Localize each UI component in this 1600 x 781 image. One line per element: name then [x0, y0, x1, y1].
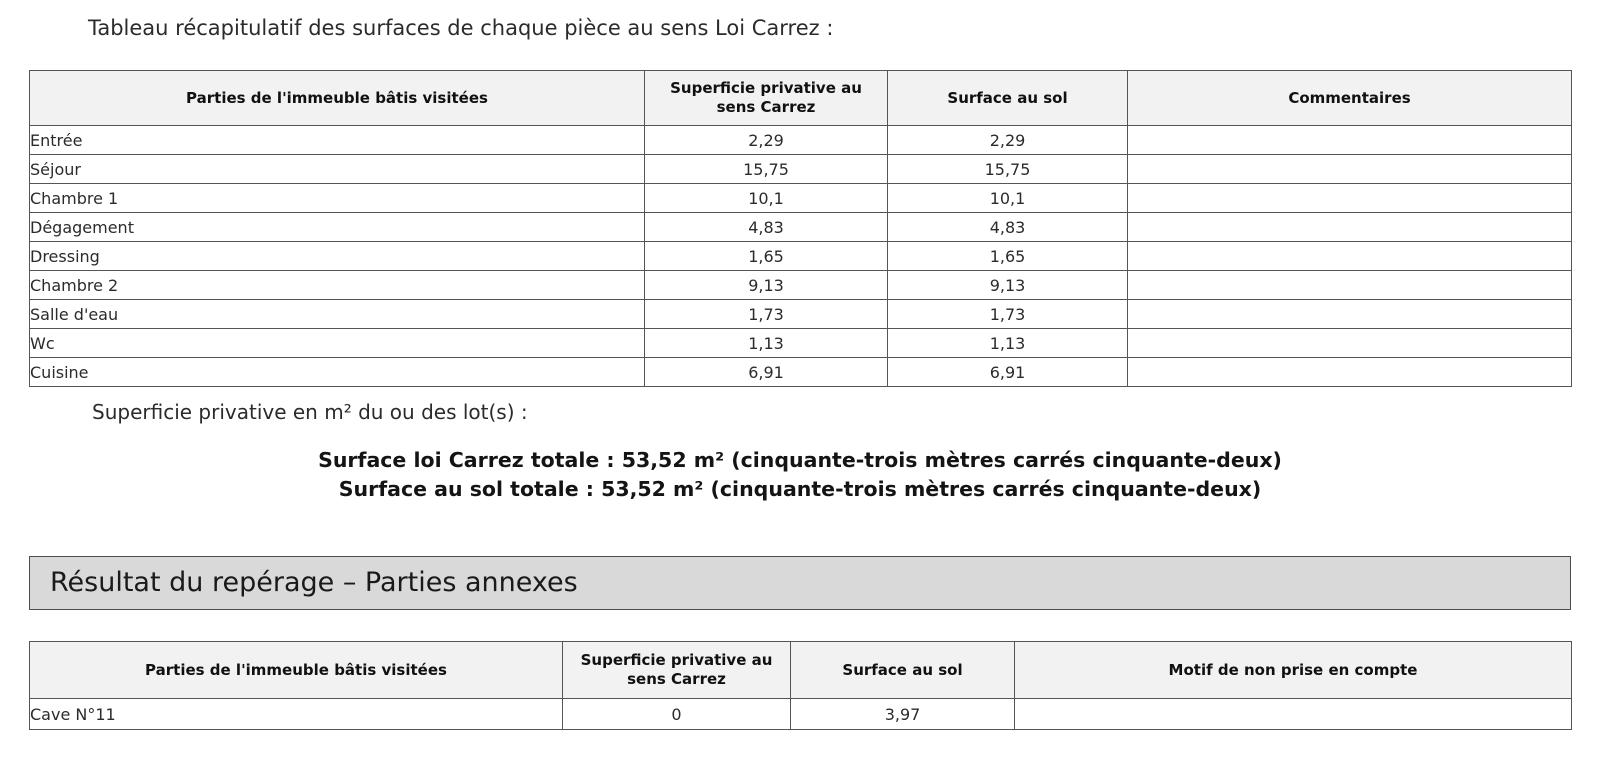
cell-room-name: Chambre 1: [29, 183, 645, 213]
total-sol-line: Surface au sol totale : 53,52 m² (cinqua…: [338, 477, 1262, 501]
cell-surface-sol: 1,73: [887, 299, 1128, 329]
cell-room-name: Chambre 2: [29, 270, 645, 300]
table-row: Wc 1,13 1,13: [29, 328, 1572, 358]
cell-surface-sol: 9,13: [887, 270, 1128, 300]
table-row: Cuisine 6,91 6,91: [29, 357, 1572, 387]
table-row: Entrée 2,29 2,29: [29, 125, 1572, 155]
cell-superficie-carrez: 10,1: [644, 183, 888, 213]
annexes-header-row: Parties de l'immeuble bâtis visitées Sup…: [29, 641, 1572, 699]
cell-annexe-name: Cave N°11: [29, 698, 563, 730]
annexes-col-header-motif: Motif de non prise en compte: [1014, 641, 1572, 699]
col-header-commentaires: Commentaires: [1127, 70, 1572, 126]
cell-superficie-carrez: 1,65: [644, 241, 888, 271]
cell-annexe-motif: [1014, 698, 1572, 730]
cell-commentaire: [1127, 299, 1572, 329]
cell-surface-sol: 4,83: [887, 212, 1128, 242]
table-row: Chambre 1 10,1 10,1: [29, 183, 1572, 213]
surfaces-table-head: Parties de l'immeuble bâtis visitées Sup…: [29, 70, 1572, 126]
col-header-parties: Parties de l'immeuble bâtis visitées: [29, 70, 645, 126]
cell-surface-sol: 6,91: [887, 357, 1128, 387]
table-row: Séjour 15,75 15,75: [29, 154, 1572, 184]
cell-commentaire: [1127, 125, 1572, 155]
cell-room-name: Cuisine: [29, 357, 645, 387]
cell-room-name: Dégagement: [29, 212, 645, 242]
cell-commentaire: [1127, 212, 1572, 242]
cell-room-name: Dressing: [29, 241, 645, 271]
annexes-col-header-parties: Parties de l'immeuble bâtis visitées: [29, 641, 563, 699]
cell-commentaire: [1127, 154, 1572, 184]
col-header-superficie-carrez: Superficie privative au sens Carrez: [644, 70, 888, 126]
annexes-col-header-superficie-carrez: Superficie privative au sens Carrez: [562, 641, 791, 699]
table-row: Salle d'eau 1,73 1,73: [29, 299, 1572, 329]
cell-surface-sol: 1,65: [887, 241, 1128, 271]
total-carrez-line: Surface loi Carrez totale : 53,52 m² (ci…: [318, 448, 1282, 472]
cell-superficie-carrez: 6,91: [644, 357, 888, 387]
col-header-surface-sol: Surface au sol: [887, 70, 1128, 126]
annexes-col-header-surface-sol: Surface au sol: [790, 641, 1015, 699]
annexes-section-title: Résultat du repérage – Parties annexes: [50, 567, 578, 598]
surfaces-header-row: Parties de l'immeuble bâtis visitées Sup…: [29, 70, 1572, 126]
annexes-table-head: Parties de l'immeuble bâtis visitées Sup…: [29, 641, 1572, 699]
cell-commentaire: [1127, 357, 1572, 387]
cell-superficie-carrez: 9,13: [644, 270, 888, 300]
superficie-privative-line: Superficie privative en m² du ou des lot…: [92, 400, 528, 424]
cell-superficie-carrez: 2,29: [644, 125, 888, 155]
cell-superficie-carrez: 1,73: [644, 299, 888, 329]
cell-room-name: Séjour: [29, 154, 645, 184]
cell-superficie-carrez: 1,13: [644, 328, 888, 358]
cell-annexe-surface-sol: 3,97: [790, 698, 1015, 730]
cell-superficie-carrez: 4,83: [644, 212, 888, 242]
annexes-section-banner: Résultat du repérage – Parties annexes: [29, 556, 1571, 610]
surfaces-table: Parties de l'immeuble bâtis visitées Sup…: [29, 70, 1572, 387]
cell-surface-sol: 10,1: [887, 183, 1128, 213]
annexes-table: Parties de l'immeuble bâtis visitées Sup…: [29, 641, 1572, 730]
cell-commentaire: [1127, 328, 1572, 358]
table-row: Dressing 1,65 1,65: [29, 241, 1572, 271]
table-row: Dégagement 4,83 4,83: [29, 212, 1572, 242]
annexes-table-body: Cave N°11 0 3,97: [29, 698, 1572, 730]
cell-surface-sol: 2,29: [887, 125, 1128, 155]
cell-commentaire: [1127, 270, 1572, 300]
table-row: Cave N°11 0 3,97: [29, 698, 1572, 730]
intro-sentence: Tableau récapitulatif des surfaces de ch…: [88, 16, 834, 40]
cell-room-name: Entrée: [29, 125, 645, 155]
cell-room-name: Wc: [29, 328, 645, 358]
cell-surface-sol: 15,75: [887, 154, 1128, 184]
cell-commentaire: [1127, 183, 1572, 213]
totals-block: Surface loi Carrez totale : 53,52 m² (ci…: [0, 446, 1600, 504]
cell-superficie-carrez: 15,75: [644, 154, 888, 184]
cell-room-name: Salle d'eau: [29, 299, 645, 329]
table-row: Chambre 2 9,13 9,13: [29, 270, 1572, 300]
cell-annexe-superficie-carrez: 0: [562, 698, 791, 730]
cell-surface-sol: 1,13: [887, 328, 1128, 358]
cell-commentaire: [1127, 241, 1572, 271]
